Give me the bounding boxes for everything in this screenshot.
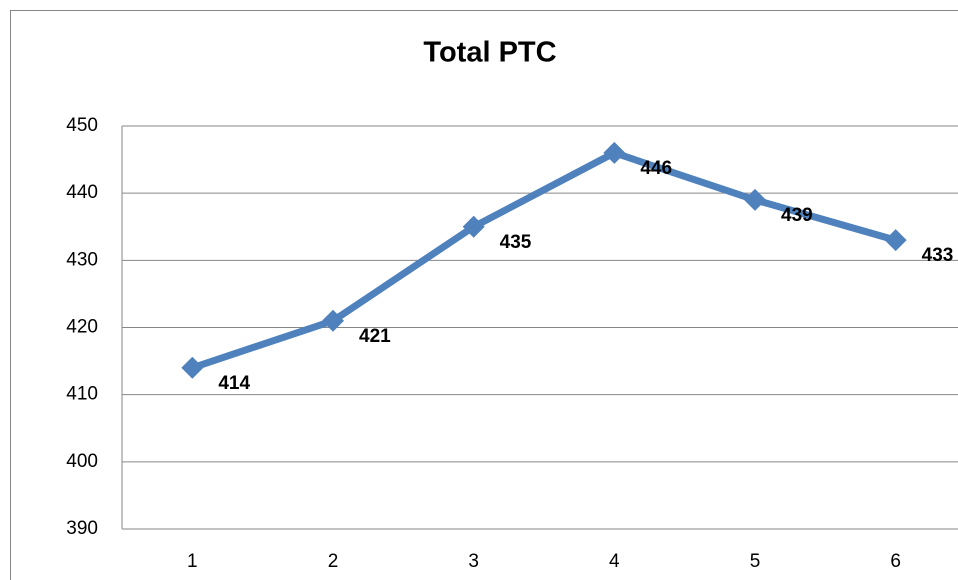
line: [191, 149, 897, 372]
marker: [603, 141, 626, 164]
chart-title: Total PTC: [423, 37, 556, 69]
y-tick-label: 420: [66, 317, 98, 338]
data-label: 414: [218, 373, 250, 394]
marker: [462, 215, 485, 238]
y-tick-label: 390: [66, 518, 98, 539]
marker: [884, 229, 907, 252]
x-tick-label: 3: [468, 551, 479, 572]
marker: [181, 356, 204, 379]
y-tick-label: 450: [66, 115, 98, 136]
marker: [744, 188, 766, 211]
data-label: 433: [922, 245, 954, 266]
x-tick-label: 6: [890, 551, 901, 572]
data-label: 435: [500, 232, 532, 253]
y-tick-label: 410: [66, 384, 98, 405]
x-tick-label: 2: [328, 551, 339, 572]
data-label: 446: [640, 158, 672, 179]
data-label: 439: [781, 205, 813, 226]
y-tick-label: 440: [66, 182, 98, 203]
data-label: 421: [359, 326, 391, 347]
y-tick-label: 430: [66, 249, 98, 270]
x-tick-label: 4: [609, 551, 620, 572]
y-tick-label: 400: [66, 451, 98, 472]
x-tick-label: 5: [750, 551, 761, 572]
marker: [322, 309, 344, 332]
chart-border: [10, 10, 958, 580]
x-tick-label: 1: [187, 551, 198, 572]
